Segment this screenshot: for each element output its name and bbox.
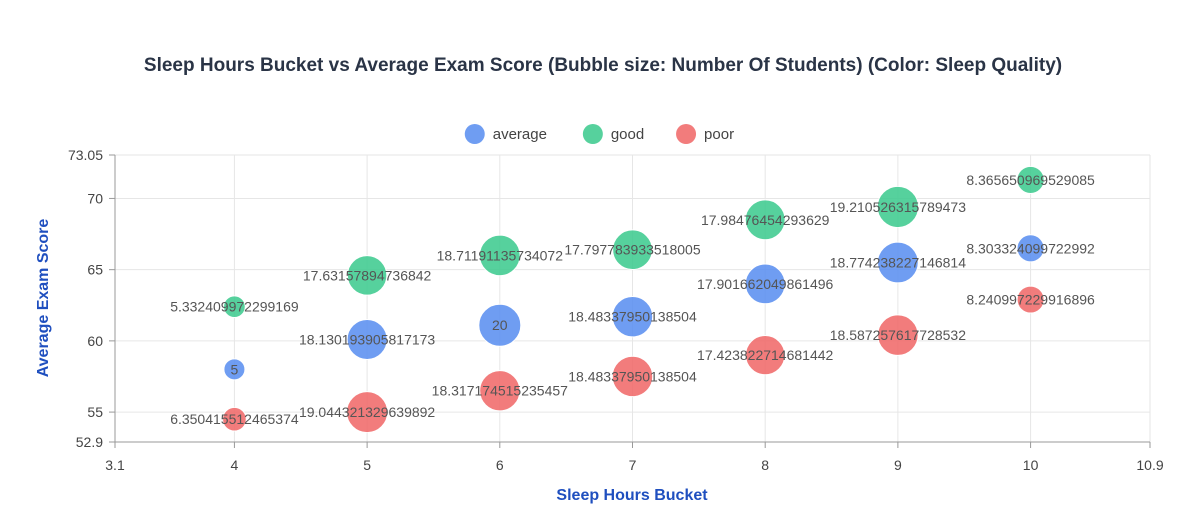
data-label-poor-5: 19.044321329639892 (299, 404, 435, 420)
legend-label-poor[interactable]: poor (704, 126, 734, 143)
data-label-good-8: 17.98476454293629 (701, 212, 830, 228)
y-tick-label-65: 65 (87, 262, 103, 278)
bubble-poor-6[interactable] (479, 370, 521, 412)
data-label-average-9: 18.774238227146814 (830, 255, 966, 271)
y-tick-label-70: 70 (87, 190, 103, 206)
data-label-poor-7: 18.48337950138504 (568, 368, 697, 384)
bubble-poor-9[interactable] (877, 314, 919, 356)
data-label-average-6: 20 (492, 317, 508, 333)
data-label-poor-8: 17.423822714681442 (697, 347, 833, 363)
x-axis-title: Sleep Hours Bucket (556, 487, 708, 504)
legend-label-average[interactable]: average (493, 126, 547, 143)
x-tick-label-3-1: 3.1 (105, 457, 125, 473)
data-label-good-4: 5.332409972299169 (170, 299, 299, 315)
bubble-poor-7[interactable] (611, 355, 654, 398)
legend-marker-poor (676, 124, 697, 144)
bubble-average-6[interactable] (478, 303, 522, 347)
data-label-good-5: 17.63157894736842 (303, 267, 432, 283)
legend-label-good[interactable]: good (611, 126, 644, 143)
x-tick-label-9: 9 (894, 457, 902, 473)
data-label-good-6: 18.71191135734072 (437, 247, 564, 263)
data-labels: 518.1301939058171732018.4833795013850417… (170, 172, 1095, 427)
chart-title: Sleep Hours Bucket vs Average Exam Score… (144, 55, 1062, 76)
bubble-average-8[interactable] (744, 263, 786, 305)
bubble-poor-4[interactable] (222, 406, 247, 432)
x-tick-label-5: 5 (363, 457, 371, 473)
data-label-good-10: 8.365650969529085 (966, 172, 1095, 188)
bubble-poor-5[interactable] (346, 391, 389, 434)
data-label-poor-4: 6.350415512465374 (170, 411, 299, 427)
bubble-good-4[interactable] (223, 295, 246, 319)
data-label-average-8: 17.901662049861496 (697, 276, 833, 292)
bubble-good-8[interactable] (744, 199, 786, 241)
x-tick-label-7: 7 (629, 457, 637, 473)
y-axis-title: Average Exam Score (35, 219, 52, 378)
legend-marker-good (582, 124, 603, 144)
data-label-average-4: 5 (231, 361, 239, 377)
bubble-good-6[interactable] (478, 234, 521, 277)
bubble-average-10[interactable] (1016, 234, 1045, 263)
bubble-good-7[interactable] (612, 229, 653, 271)
y-tick-label-52-9: 52.9 (76, 434, 103, 450)
bubble-poor-10[interactable] (1016, 285, 1045, 314)
data-label-average-5: 18.130193905817173 (299, 331, 435, 347)
data-label-average-10: 8.303324099722992 (966, 240, 1095, 256)
bubbles (222, 165, 1045, 434)
bubble-average-9[interactable] (877, 241, 919, 284)
bubble-good-5[interactable] (346, 255, 388, 296)
y-tick-label-60: 60 (87, 333, 103, 349)
legend: average good poor (464, 124, 734, 144)
bubble-average-7[interactable] (611, 295, 654, 338)
legend-marker-average (464, 124, 485, 144)
data-label-average-7: 18.48337950138504 (568, 309, 697, 325)
x-tick-label-10: 10 (1023, 457, 1039, 473)
axes: 3.1 4 5 6 7 8 9 10 10.9 52.9 55 60 65 70 73.05 (68, 147, 1164, 473)
bubble-good-10[interactable] (1016, 165, 1045, 195)
x-tick-label-10-9: 10.9 (1136, 457, 1163, 473)
bubble-good-9[interactable] (876, 185, 919, 229)
data-label-good-9: 19.210526315789473 (830, 199, 966, 215)
data-label-poor-6: 18.317174515235457 (432, 383, 568, 399)
bubble-average-5[interactable] (346, 318, 388, 360)
x-tick-label-6: 6 (496, 457, 504, 473)
y-tick-label-73-05: 73.05 (68, 147, 103, 163)
x-tick-label-8: 8 (761, 457, 769, 473)
x-tick-label-4: 4 (231, 457, 239, 473)
bubble-average-4[interactable] (223, 358, 246, 381)
bubble-poor-8[interactable] (745, 335, 786, 376)
data-label-poor-9: 18.587257617728532 (830, 327, 966, 343)
data-label-good-7: 17.797783933518005 (564, 242, 700, 258)
y-tick-label-55: 55 (87, 404, 103, 420)
data-label-poor-10: 8.240997229916896 (966, 292, 1095, 308)
